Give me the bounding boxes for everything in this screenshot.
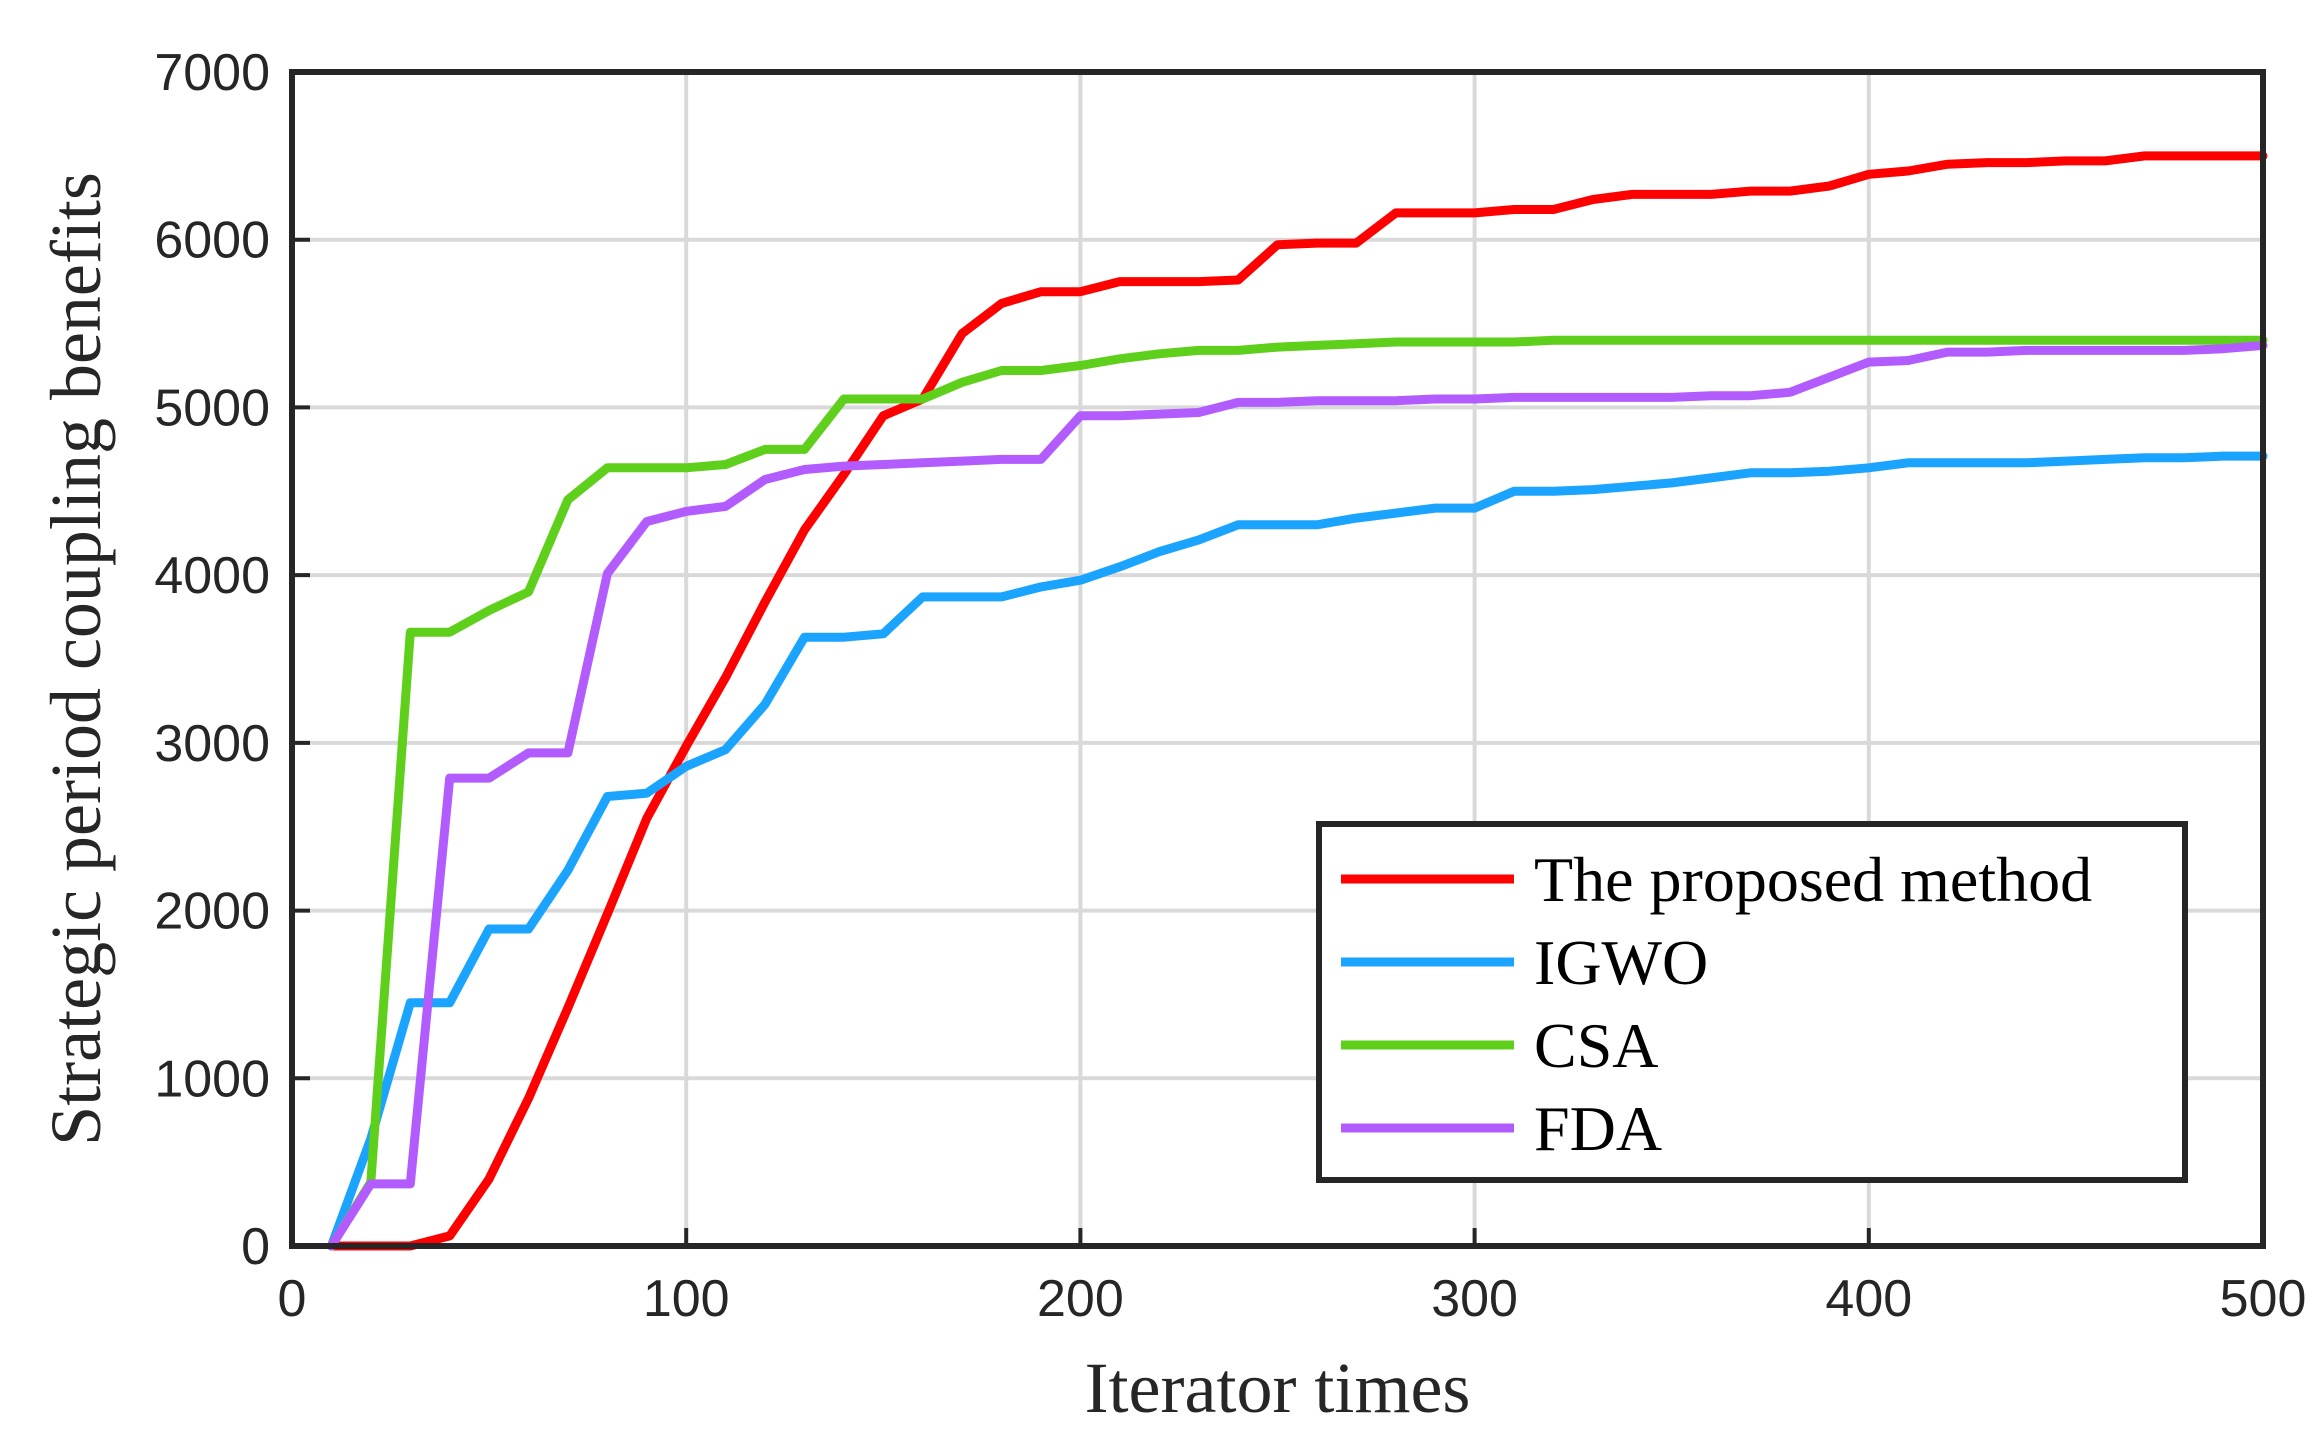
x-tick-label: 0 xyxy=(278,1270,307,1328)
plot-frame xyxy=(289,69,2266,1249)
series-line-0 xyxy=(326,151,2268,1251)
series-line-1 xyxy=(326,451,2268,1251)
x-tick-label: 500 xyxy=(2220,1270,2307,1328)
x-tick-label: 400 xyxy=(1825,1270,1912,1328)
x-axis-title: Iterator times xyxy=(1085,1348,1471,1428)
legend: The proposed method IGWO CSA FDA xyxy=(1316,821,2188,1183)
grid-lines xyxy=(292,72,2263,1246)
x-tick-label: 300 xyxy=(1431,1270,1518,1328)
y-tick-label: 6000 xyxy=(154,212,270,270)
legend-label: FDA xyxy=(1534,1093,1662,1164)
y-tick-label: 4000 xyxy=(154,547,270,605)
y-tick-labels: 0 1000 2000 3000 4000 5000 6000 7000 xyxy=(154,44,310,1276)
y-tick-label: 5000 xyxy=(154,379,270,437)
y-tick-label: 3000 xyxy=(154,715,270,773)
series-line-2 xyxy=(326,335,2268,1251)
legend-label: CSA xyxy=(1534,1010,1659,1081)
legend-label: The proposed method xyxy=(1534,844,2092,915)
y-tick-label: 1000 xyxy=(154,1050,270,1108)
x-tick-labels: 0 100 200 300 400 500 xyxy=(278,1228,2307,1328)
y-tick-label: 2000 xyxy=(154,883,270,941)
series-line-3 xyxy=(326,340,2268,1251)
legend-label: IGWO xyxy=(1534,927,1708,998)
y-tick-label: 7000 xyxy=(154,44,270,102)
y-axis-title: Strategic period coupling benefits xyxy=(36,172,116,1146)
y-tick-label: 0 xyxy=(241,1218,270,1276)
x-tick-label: 100 xyxy=(643,1270,730,1328)
series-lines xyxy=(326,151,2268,1251)
x-tick-label: 200 xyxy=(1037,1270,1124,1328)
